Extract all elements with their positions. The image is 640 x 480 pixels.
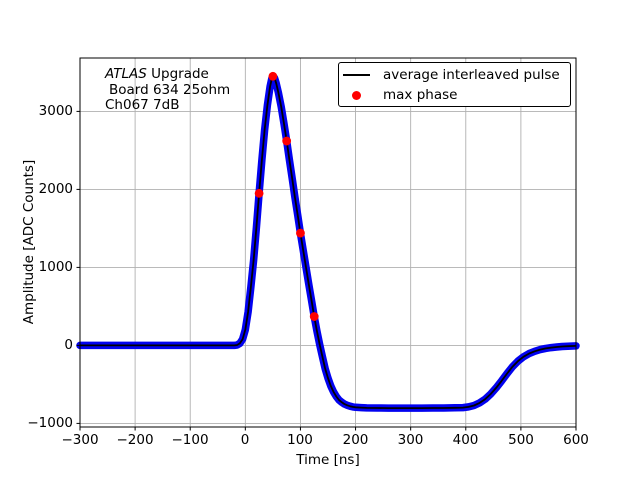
x-tick-label: −200	[116, 432, 154, 448]
annotation-line-1: ATLAS Upgrade	[105, 66, 230, 83]
legend-item-average-pulse: average interleaved pulse	[339, 65, 570, 85]
x-tick-label: 600	[563, 432, 589, 448]
annotation-experiment: ATLAS	[105, 66, 147, 82]
legend-label: max phase	[383, 87, 458, 103]
legend: average interleaved pulse max phase	[338, 62, 571, 107]
annotation-line-2: Board 634 25ohm	[109, 81, 231, 98]
y-tick-label: 1000	[38, 259, 73, 275]
x-tick-label: 0	[240, 432, 250, 448]
y-axis-label: Amplitude [ADC Counts]	[21, 159, 37, 325]
y-tick-label: −1000	[27, 415, 73, 431]
legend-label: average interleaved pulse	[383, 67, 560, 83]
axes-frame	[79, 57, 577, 428]
y-tick-label: 0	[64, 337, 73, 353]
x-tick-label: −100	[171, 432, 209, 448]
x-axis-label: Time [ns]	[296, 452, 360, 468]
x-tick-label: 500	[508, 432, 534, 448]
x-tick-label: 400	[452, 432, 479, 448]
y-tick-label: 2000	[38, 181, 73, 197]
y-tick-label: 3000	[38, 103, 73, 119]
annotation-line-3: Ch067 7dB	[105, 97, 180, 113]
axis-ticks	[76, 110, 577, 431]
line-sample-icon	[339, 74, 374, 76]
legend-item-max-phase: max phase	[339, 85, 570, 105]
data-series	[76, 71, 580, 412]
x-tick-label: 100	[287, 432, 313, 448]
x-tick-label: 300	[397, 432, 424, 448]
annotation-line-1-rest: Upgrade	[146, 66, 209, 82]
max-phase-marker-icon	[339, 90, 374, 100]
x-tick-label: 200	[342, 432, 369, 448]
annotation: ATLAS Upgrade Board 634 25ohm Ch067 7dB	[105, 66, 231, 114]
x-tick-label: −300	[61, 432, 99, 448]
